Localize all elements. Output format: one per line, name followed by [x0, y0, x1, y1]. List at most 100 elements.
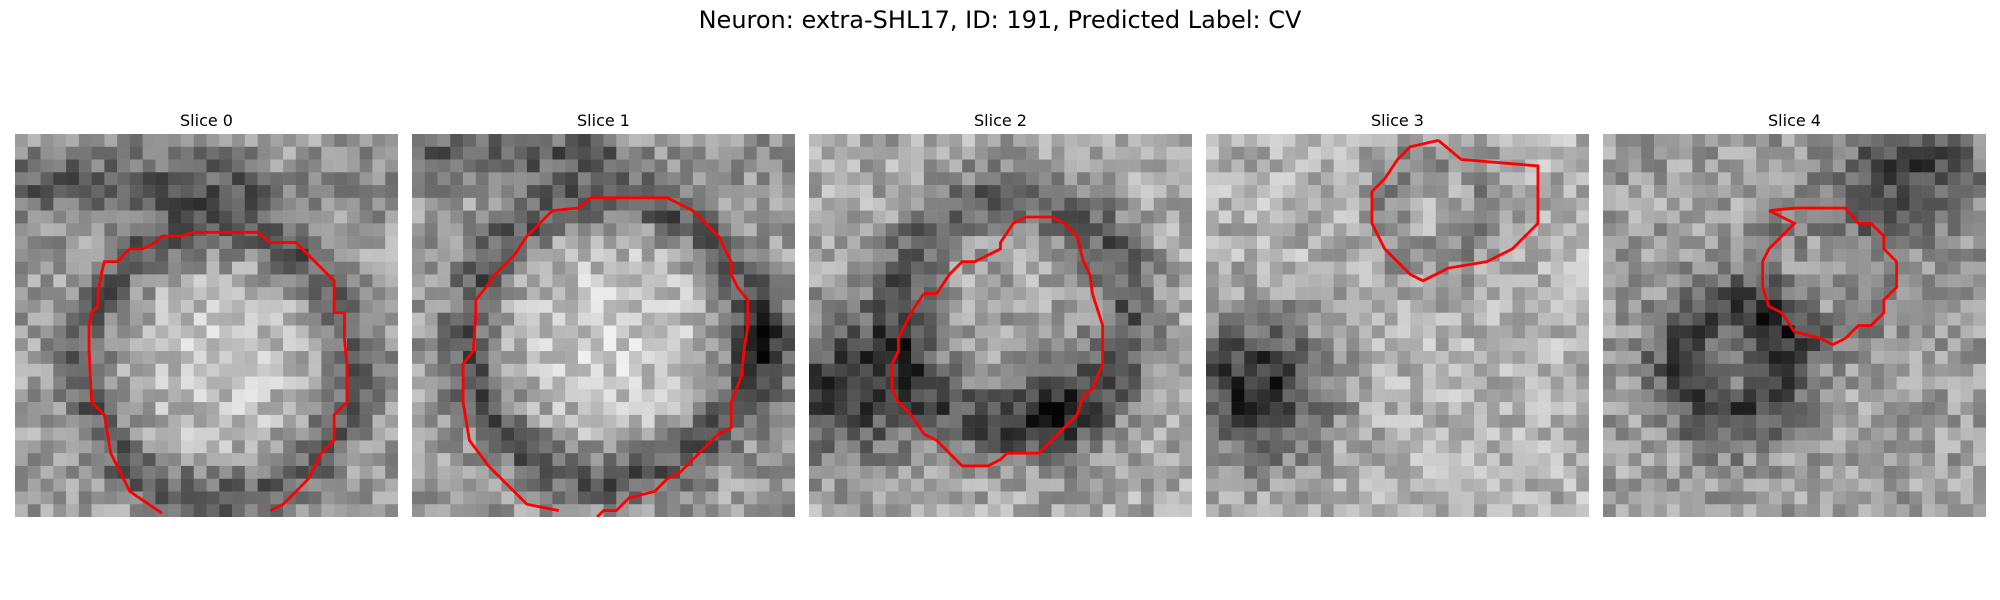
pixel [1166, 504, 1180, 517]
pixel [1397, 440, 1411, 454]
pixel [949, 325, 963, 339]
pixel [1832, 210, 1846, 224]
pixel [1641, 134, 1655, 148]
pixel [539, 248, 553, 262]
pixel [1525, 414, 1539, 428]
pixel [603, 453, 617, 467]
pixel [1628, 248, 1642, 262]
pixel [590, 325, 604, 339]
pixel [412, 376, 426, 390]
pixel [1947, 210, 1961, 224]
pixel [616, 389, 630, 403]
pixel [1051, 146, 1065, 160]
pixel [372, 504, 386, 517]
pixel [193, 236, 207, 250]
pixel [911, 465, 925, 479]
pixel [1218, 440, 1232, 454]
pixel [295, 134, 309, 148]
pixel [1641, 185, 1655, 199]
pixel [552, 248, 566, 262]
pixel [1486, 376, 1500, 390]
pixel [1333, 427, 1347, 441]
pixel [1179, 504, 1192, 517]
pixel [1269, 172, 1283, 186]
pixel [872, 427, 886, 441]
pixel [334, 210, 348, 224]
pixel [1359, 465, 1373, 479]
pixel [539, 491, 553, 505]
pixel [1282, 172, 1296, 186]
pixel [1282, 248, 1296, 262]
pixel [1384, 287, 1398, 301]
pixel [244, 159, 258, 173]
pixel [616, 299, 630, 313]
pixel [1537, 274, 1551, 288]
pixel [1423, 325, 1437, 339]
pixel [1832, 478, 1846, 492]
pixel [463, 210, 477, 224]
pixel [565, 478, 579, 492]
pixel [577, 427, 591, 441]
pixel [385, 172, 398, 186]
pixel [1308, 274, 1322, 288]
pixel [629, 414, 643, 428]
pixel [40, 236, 54, 250]
pixel [809, 465, 823, 479]
pixel [1820, 453, 1834, 467]
pixel [1231, 453, 1245, 467]
pixel [769, 236, 783, 250]
pixel [219, 146, 233, 160]
pixel [743, 402, 757, 416]
pixel [847, 376, 861, 390]
pixel [1423, 427, 1437, 441]
pixel [206, 210, 220, 224]
pixel [911, 402, 925, 416]
pixel [1244, 363, 1258, 377]
pixel [1654, 338, 1668, 352]
pixel [539, 402, 553, 416]
pixel [860, 402, 874, 416]
pixel [1371, 210, 1385, 224]
pixel [129, 287, 143, 301]
pixel [168, 248, 182, 262]
pixel [168, 351, 182, 365]
pixel [15, 427, 29, 441]
pixel [1692, 236, 1706, 250]
pixel [1756, 504, 1770, 517]
pixel [1257, 236, 1271, 250]
pixel [1820, 172, 1834, 186]
pixel [1603, 453, 1617, 467]
pixel [1218, 453, 1232, 467]
pixel [705, 453, 719, 467]
pixel [1448, 159, 1462, 173]
pixel [1115, 440, 1129, 454]
pixel [641, 134, 655, 148]
pixel [206, 427, 220, 441]
pixel [756, 351, 770, 365]
pixel [1051, 491, 1065, 505]
pixel [1051, 338, 1065, 352]
pixel [1756, 146, 1770, 160]
pixel [987, 427, 1001, 441]
pixel [1858, 338, 1872, 352]
pixel [91, 465, 105, 479]
pixel [911, 210, 925, 224]
pixel [962, 427, 976, 441]
pixel [718, 210, 732, 224]
pixel [692, 146, 706, 160]
pixel [66, 197, 80, 211]
pixel [1603, 248, 1617, 262]
pixel [1512, 223, 1526, 237]
pixel [1282, 236, 1296, 250]
pixel [1064, 210, 1078, 224]
pixel [1525, 185, 1539, 199]
pixel [654, 146, 668, 160]
pixel [1179, 261, 1192, 275]
pixel [437, 389, 451, 403]
pixel [1423, 197, 1437, 211]
pixel [872, 287, 886, 301]
pixel [1384, 491, 1398, 505]
pixel [1947, 197, 1961, 211]
pixel [1871, 236, 1885, 250]
pixel [1845, 236, 1859, 250]
